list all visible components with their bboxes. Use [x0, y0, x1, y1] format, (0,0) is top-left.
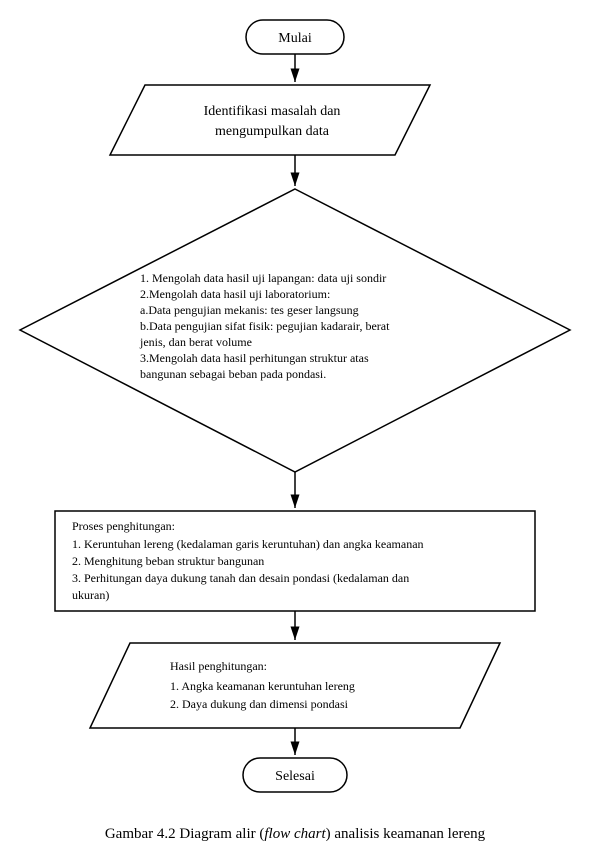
decision-l2: 2.Mengolah data hasil uji laboratorium:	[140, 287, 330, 301]
process-p2: 2. Menghitung beban struktur bangunan	[72, 554, 264, 568]
decision-l3: a.Data pengujian mekanis: tes geser lang…	[140, 303, 359, 317]
output-title: Hasil penghitungan:	[170, 659, 267, 673]
decision-l4b: jenis, dan berat volume	[139, 335, 252, 349]
output-node: Hasil penghitungan: 1. Angka keamanan ke…	[90, 643, 500, 728]
input-line1: Identifikasi masalah dan	[204, 104, 341, 119]
caption-suffix: ) analisis keamanan lereng	[326, 826, 486, 842]
flowchart-svg: Mulai Identifikasi masalah dan mengumpul…	[0, 0, 591, 862]
decision-l5b: bangunan sebagai beban pada pondasi.	[140, 367, 326, 381]
process-p3b: ukuran)	[72, 588, 109, 602]
process-p1: 1. Keruntuhan lereng (kedalaman garis ke…	[72, 537, 424, 551]
svg-text:Gambar 4.2 Diagram alir: Gambar 4.2 Diagram alir (flow chart) ana…	[105, 826, 486, 842]
decision-node: 1. Mengolah data hasil uji lapangan: dat…	[20, 189, 570, 472]
input-line2: mengumpulkan data	[215, 124, 330, 139]
end-label: Selesai	[275, 769, 315, 784]
process-node: Proses penghitungan: 1. Keruntuhan leren…	[55, 511, 535, 611]
caption-prefix: Gambar 4.2	[105, 826, 176, 842]
end-node: Selesai	[243, 758, 347, 792]
process-title: Proses penghitungan:	[72, 519, 175, 533]
decision-l4: b.Data pengujian sifat fisik: pegujian k…	[140, 319, 390, 333]
output-h1: 1. Angka keamanan keruntuhan lereng	[170, 679, 355, 693]
start-node: Mulai	[246, 20, 344, 54]
caption-italic: flow chart	[264, 826, 326, 842]
start-label: Mulai	[278, 31, 312, 46]
process-p3: 3. Perhitungan daya dukung tanah dan des…	[72, 571, 409, 585]
input-node: Identifikasi masalah dan mengumpulkan da…	[110, 85, 430, 155]
output-h2: 2. Daya dukung dan dimensi pondasi	[170, 697, 349, 711]
caption-main: Diagram alir (	[179, 826, 264, 842]
decision-l1: 1. Mengolah data hasil uji lapangan: dat…	[140, 271, 386, 285]
caption: Gambar 4.2 Diagram alir (flow chart) ana…	[105, 826, 486, 842]
decision-l5: 3.Mengolah data hasil perhitungan strukt…	[140, 351, 369, 365]
